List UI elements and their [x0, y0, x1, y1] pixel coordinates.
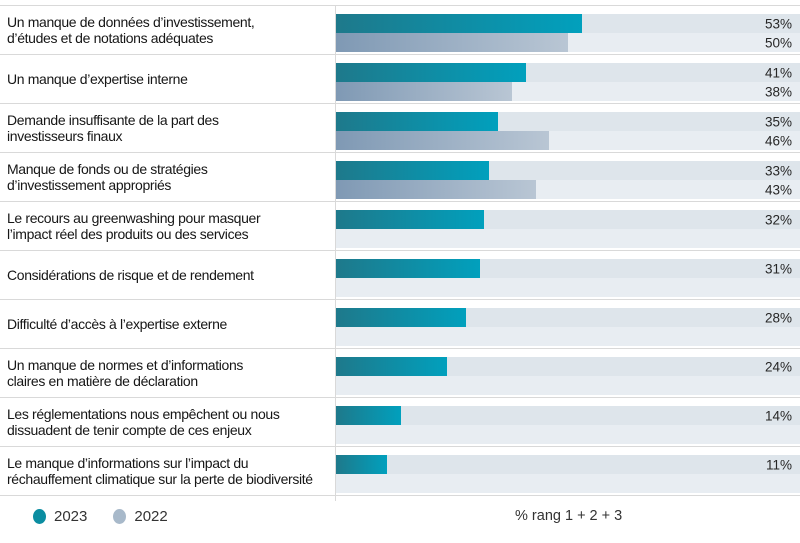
legend-item-2023: 2023 — [33, 508, 87, 525]
track-2023: 31% — [336, 259, 800, 278]
axis-note: % rang 1 + 2 + 3 — [515, 508, 623, 524]
track-2023: 41% — [336, 63, 800, 82]
bar-2023 — [336, 112, 499, 131]
track-2023: 24% — [336, 357, 800, 376]
value-label-2023: 31% — [764, 261, 792, 276]
bar-2023 — [336, 210, 485, 229]
bar-2022 — [336, 33, 568, 52]
track-2022: 38% — [336, 82, 800, 101]
bar-2023 — [336, 357, 448, 376]
legend-item-2022: 2022 — [113, 507, 168, 525]
chart-row: Un manque d’expertise interne 41% 38% — [0, 55, 800, 104]
bar-2023 — [336, 455, 388, 474]
track-2023: 33% — [336, 161, 800, 180]
category-label: Les réglementations nous empêchent ou no… — [7, 405, 280, 439]
track-2022 — [336, 229, 800, 248]
category-label: Un manque de normes et d’informations cl… — [7, 356, 244, 390]
bars-group: 33% 43% — [336, 153, 800, 201]
value-label-2023: 32% — [764, 212, 792, 227]
category-label: Un manque d’expertise interne — [7, 70, 188, 87]
category-label: Manque de fonds ou de stratégies d’inves… — [7, 160, 208, 194]
value-label-2023: 28% — [764, 310, 792, 325]
bars-group: 35% 46% — [336, 104, 800, 152]
category-label: Le manque d’informations sur l’impact du… — [7, 454, 313, 488]
chart-row: Manque de fonds ou de stratégies d’inves… — [0, 153, 800, 202]
chart-row: Un manque de données d’investissement, d… — [0, 6, 800, 55]
track-2022: 43% — [336, 180, 800, 199]
bar-2023 — [336, 161, 490, 180]
value-label-2022: 38% — [764, 84, 792, 99]
bars-group: 32% — [336, 202, 800, 250]
label-divider-line — [335, 5, 336, 501]
category-label: Demande insuffisante de la part des inve… — [7, 111, 219, 145]
chart-row: Le recours au greenwashing pour masquer … — [0, 202, 800, 251]
track-2023: 11% — [336, 455, 800, 474]
track-2023: 32% — [336, 210, 800, 229]
chart-row: Les réglementations nous empêchent ou no… — [0, 398, 800, 447]
track-2022: 50% — [336, 33, 800, 52]
bars-group: 31% — [336, 251, 800, 299]
value-label-2023: 35% — [764, 114, 792, 129]
value-label-2023: 11% — [765, 457, 792, 472]
category-label: Un manque de données d’investissement, d… — [7, 13, 255, 47]
track-2023: 14% — [336, 406, 800, 425]
bar-2022 — [336, 180, 536, 199]
track-2023: 53% — [336, 14, 800, 33]
bar-2023 — [336, 308, 466, 327]
track-2022 — [336, 425, 800, 444]
legend: 2023 2022 % rang 1 + 2 + 3 — [0, 505, 800, 527]
chart-row: Difficulté d’accès à l’expertise externe… — [0, 300, 800, 349]
chart-row: Demande insuffisante de la part des inve… — [0, 104, 800, 153]
bars-group: 11% — [336, 447, 800, 495]
track-2022 — [336, 376, 800, 395]
value-label-2022: 50% — [764, 35, 792, 50]
bar-2023 — [336, 406, 401, 425]
bar-2023 — [336, 259, 480, 278]
track-2023: 35% — [336, 112, 800, 131]
value-label-2023: 41% — [764, 65, 792, 80]
track-2022 — [336, 474, 800, 493]
barriers-bar-chart: Un manque de données d’investissement, d… — [0, 5, 800, 527]
value-label-2023: 53% — [764, 16, 792, 31]
category-label: Difficulté d’accès à l’expertise externe — [7, 315, 227, 332]
legend-label-2022: 2022 — [134, 507, 168, 525]
chart-row: Considérations de risque et de rendement… — [0, 251, 800, 300]
bar-2022 — [336, 131, 550, 150]
value-label-2022: 43% — [764, 182, 792, 197]
track-2023: 28% — [336, 308, 800, 327]
value-label-2023: 14% — [764, 408, 792, 423]
bar-2023 — [336, 63, 527, 82]
category-label: Le recours au greenwashing pour masquer … — [7, 209, 261, 243]
chart-body: Un manque de données d’investissement, d… — [0, 5, 800, 496]
track-2022 — [336, 327, 800, 346]
category-label: Considérations de risque et de rendement — [7, 266, 254, 283]
bar-2022 — [336, 82, 513, 101]
bars-group: 41% 38% — [336, 55, 800, 103]
chart-row: Le manque d’informations sur l’impact du… — [0, 447, 800, 496]
bars-group: 24% — [336, 349, 800, 397]
track-2022: 46% — [336, 131, 800, 150]
bars-group: 14% — [336, 398, 800, 446]
value-label-2022: 46% — [764, 133, 792, 148]
legend-dot-2022 — [113, 508, 127, 524]
legend-label-2023: 2023 — [54, 507, 88, 525]
bars-group: 53% 50% — [336, 6, 800, 54]
value-label-2023: 24% — [764, 359, 792, 374]
value-label-2023: 33% — [764, 163, 792, 178]
legend-dot-2023 — [33, 508, 46, 524]
bar-2023 — [336, 14, 582, 33]
bars-group: 28% — [336, 300, 800, 348]
chart-row: Un manque de normes et d’informations cl… — [0, 349, 800, 398]
track-2022 — [336, 278, 800, 297]
